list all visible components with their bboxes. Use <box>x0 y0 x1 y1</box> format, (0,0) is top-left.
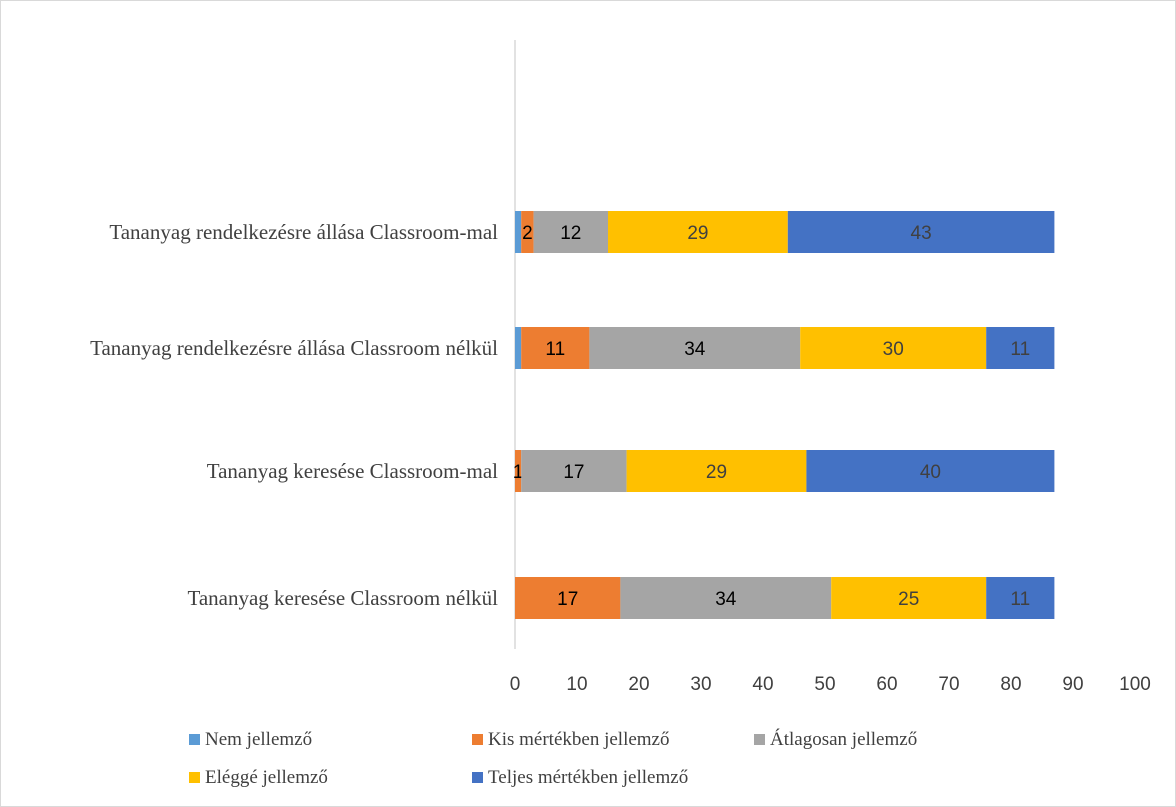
bar-segment <box>620 577 832 619</box>
x-tick-label: 60 <box>876 674 897 695</box>
bar-segment <box>986 327 1055 369</box>
x-tick-label: 30 <box>690 674 711 695</box>
bar-segment <box>521 450 627 492</box>
bar-segment <box>831 577 987 619</box>
legend-label: Kis mértékben jellemző <box>488 729 670 750</box>
x-tick-label: 20 <box>628 674 649 695</box>
bar-segment <box>986 577 1055 619</box>
data-label: 30 <box>883 339 904 360</box>
bar-segment <box>533 211 608 253</box>
x-tick-label: 10 <box>566 674 587 695</box>
bar-segment <box>787 211 1055 253</box>
data-label: 34 <box>715 589 737 610</box>
bar-segment <box>521 327 590 369</box>
bar-segment <box>806 450 1055 492</box>
data-label: 29 <box>706 462 727 483</box>
legend-swatch <box>754 734 765 745</box>
data-label: 12 <box>560 223 581 244</box>
legend-label: Teljes mértékben jellemző <box>488 767 688 788</box>
x-tick-label: 100 <box>1119 674 1151 695</box>
bar-segment <box>608 211 788 253</box>
legend-swatch <box>472 734 483 745</box>
bar-segment <box>515 577 621 619</box>
x-tick-label: 80 <box>1000 674 1021 695</box>
bar-segment <box>515 327 522 369</box>
data-label: 34 <box>684 339 706 360</box>
x-tick-label: 0 <box>510 674 521 695</box>
legend-label: Átlagosan jellemző <box>770 728 917 750</box>
data-label: 11 <box>1010 589 1030 610</box>
category-label: Tananyag keresése Classroom-mal <box>207 459 498 483</box>
data-label: 2 <box>522 223 533 244</box>
data-label: 11 <box>545 339 565 360</box>
data-label: 1 <box>513 462 524 483</box>
category-label: Tananyag rendelkezésre állása Classroom … <box>90 336 498 360</box>
bar-segment <box>521 211 534 253</box>
bar-segment <box>515 211 522 253</box>
data-label: 29 <box>687 223 708 244</box>
bar-segment <box>800 327 987 369</box>
data-label: 17 <box>557 589 578 610</box>
category-label: Tananyag rendelkezésre állása Classroom-… <box>109 220 498 244</box>
data-label: 43 <box>911 223 932 244</box>
data-label: 25 <box>898 589 919 610</box>
data-label: 40 <box>920 462 941 483</box>
bar-segment <box>626 450 807 492</box>
x-tick-label: 90 <box>1062 674 1083 695</box>
legend-swatch <box>189 734 200 745</box>
x-tick-label: 50 <box>814 674 835 695</box>
category-label: Tananyag keresése Classroom nélkül <box>187 586 498 610</box>
bar-segment <box>515 450 522 492</box>
legend-swatch <box>189 772 200 783</box>
data-label: 11 <box>1010 339 1030 360</box>
bar-segment <box>589 327 801 369</box>
data-label: 17 <box>563 462 584 483</box>
legend-label: Nem jellemző <box>205 729 312 750</box>
legend-label: Eléggé jellemző <box>205 767 328 788</box>
x-tick-label: 70 <box>938 674 959 695</box>
x-tick-label: 40 <box>752 674 773 695</box>
legend-swatch <box>472 772 483 783</box>
